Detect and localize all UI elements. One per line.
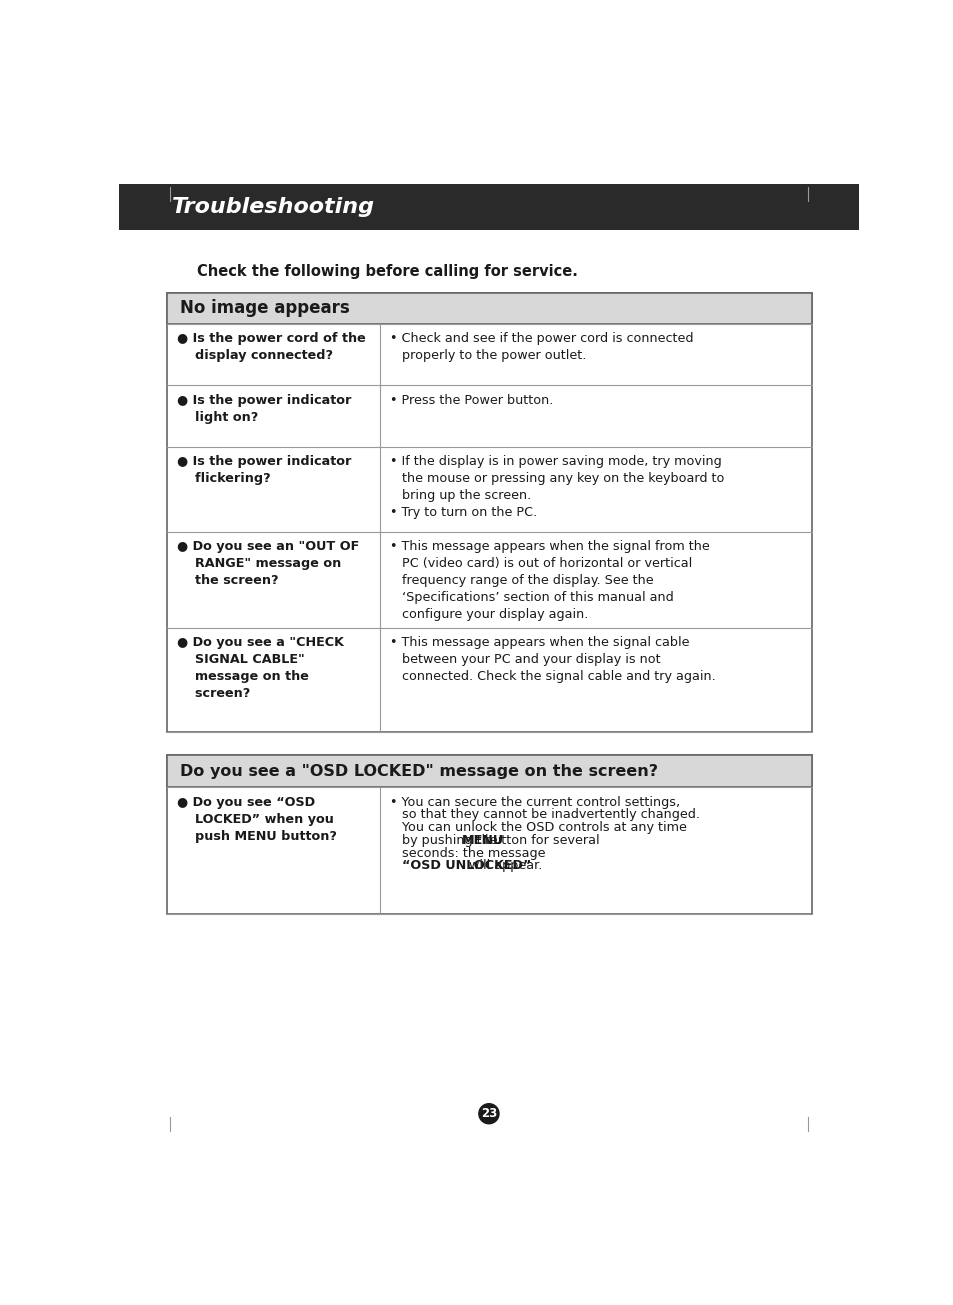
Text: will appear.: will appear. [465, 859, 542, 872]
Text: • If the display is in power saving mode, try moving
   the mouse or pressing an: • If the display is in power saving mode… [390, 455, 724, 519]
Text: button for several: button for several [480, 834, 598, 847]
Text: ● Do you see an "OUT OF
    RANGE" message on
    the screen?: ● Do you see an "OUT OF RANGE" message o… [176, 540, 358, 587]
Text: Do you see a "OSD LOCKED" message on the screen?: Do you see a "OSD LOCKED" message on the… [179, 763, 657, 779]
Bar [167, 292, 811, 324]
Text: Troubleshooting: Troubleshooting [172, 197, 375, 217]
Text: • This message appears when the signal from the
   PC (video card) is out of hor: • This message appears when the signal f… [390, 540, 709, 621]
Text: by pushing the: by pushing the [390, 834, 501, 847]
Text: • Press the Power button.: • Press the Power button. [390, 394, 554, 407]
Text: so that they cannot be inadvertently changed.: so that they cannot be inadvertently cha… [390, 808, 700, 821]
Text: • You can secure the current control settings,: • You can secure the current control set… [390, 796, 679, 809]
Text: No image appears: No image appears [179, 299, 349, 317]
Circle shape [478, 1104, 498, 1124]
Bar [167, 754, 811, 787]
Bar [119, 184, 858, 230]
Text: Check the following before calling for service.: Check the following before calling for s… [196, 265, 577, 279]
Text: seconds: the message: seconds: the message [390, 847, 545, 860]
Text: You can unlock the OSD controls at any time: You can unlock the OSD controls at any t… [390, 821, 687, 834]
Bar [167, 754, 811, 915]
Text: MENU: MENU [462, 834, 504, 847]
Text: • Check and see if the power cord is connected
   properly to the power outlet.: • Check and see if the power cord is con… [390, 333, 693, 363]
Text: 23: 23 [480, 1107, 497, 1120]
Text: ● Is the power indicator
    light on?: ● Is the power indicator light on? [176, 394, 351, 424]
Text: ● Is the power indicator
    flickering?: ● Is the power indicator flickering? [176, 455, 351, 485]
Text: • This message appears when the signal cable
   between your PC and your display: • This message appears when the signal c… [390, 637, 716, 684]
Text: “OSD UNLOCKED”: “OSD UNLOCKED” [402, 859, 531, 872]
Bar [167, 292, 811, 732]
Text: ● Do you see a "CHECK
    SIGNAL CABLE"
    message on the
    screen?: ● Do you see a "CHECK SIGNAL CABLE" mess… [176, 637, 343, 701]
Text: ● Do you see “OSD
    LOCKED” when you
    push MENU button?: ● Do you see “OSD LOCKED” when you push … [176, 796, 336, 843]
Text: ● Is the power cord of the
    display connected?: ● Is the power cord of the display conne… [176, 333, 365, 363]
